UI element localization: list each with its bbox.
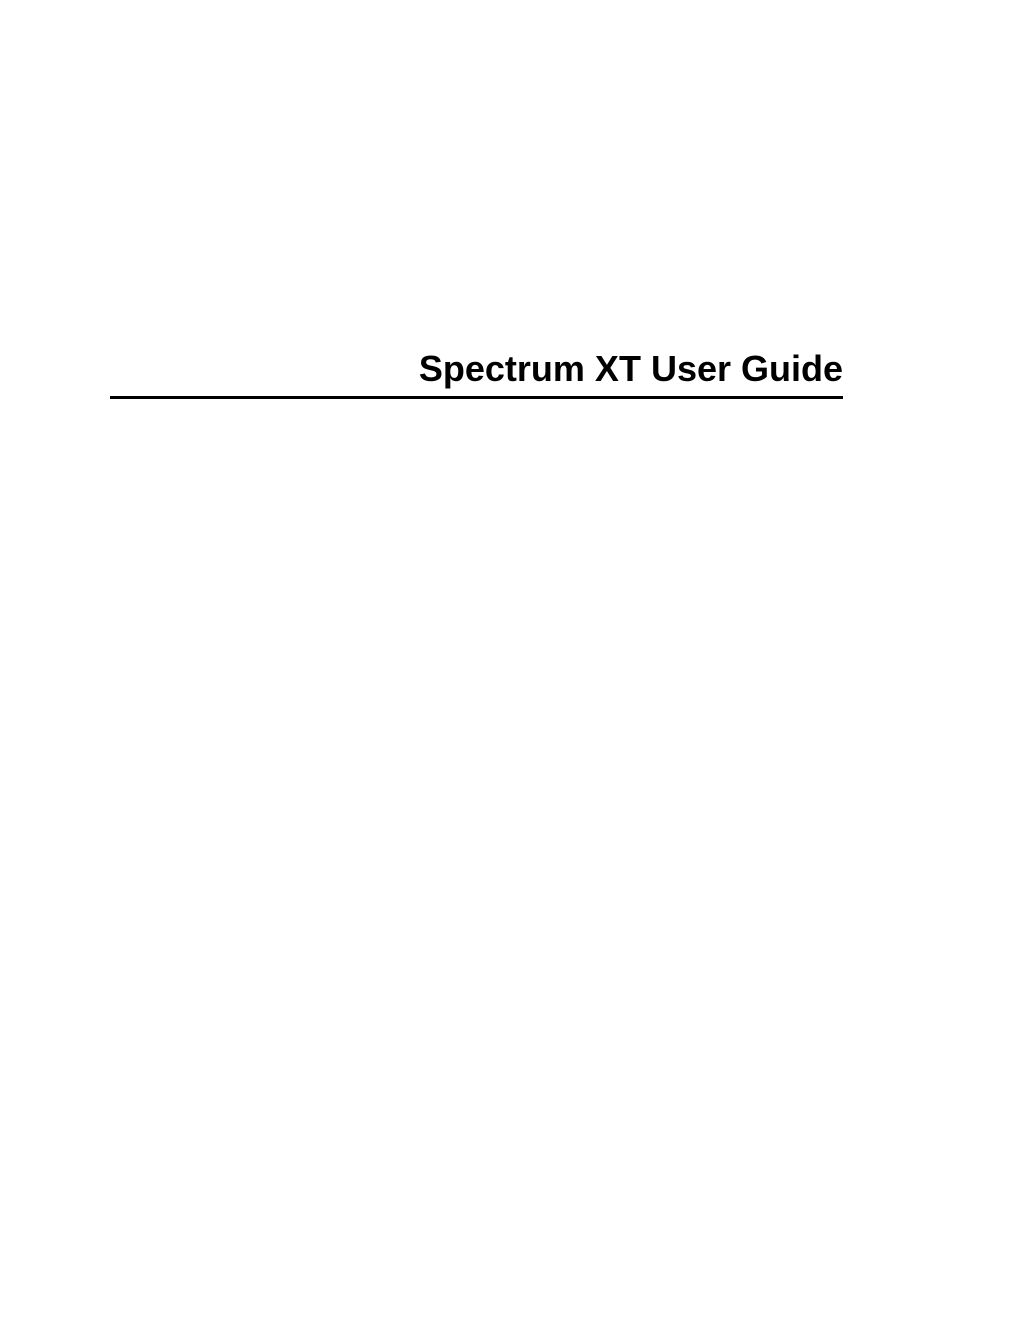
document-title: Spectrum XT User Guide bbox=[110, 348, 843, 390]
title-container: Spectrum XT User Guide bbox=[110, 348, 843, 399]
